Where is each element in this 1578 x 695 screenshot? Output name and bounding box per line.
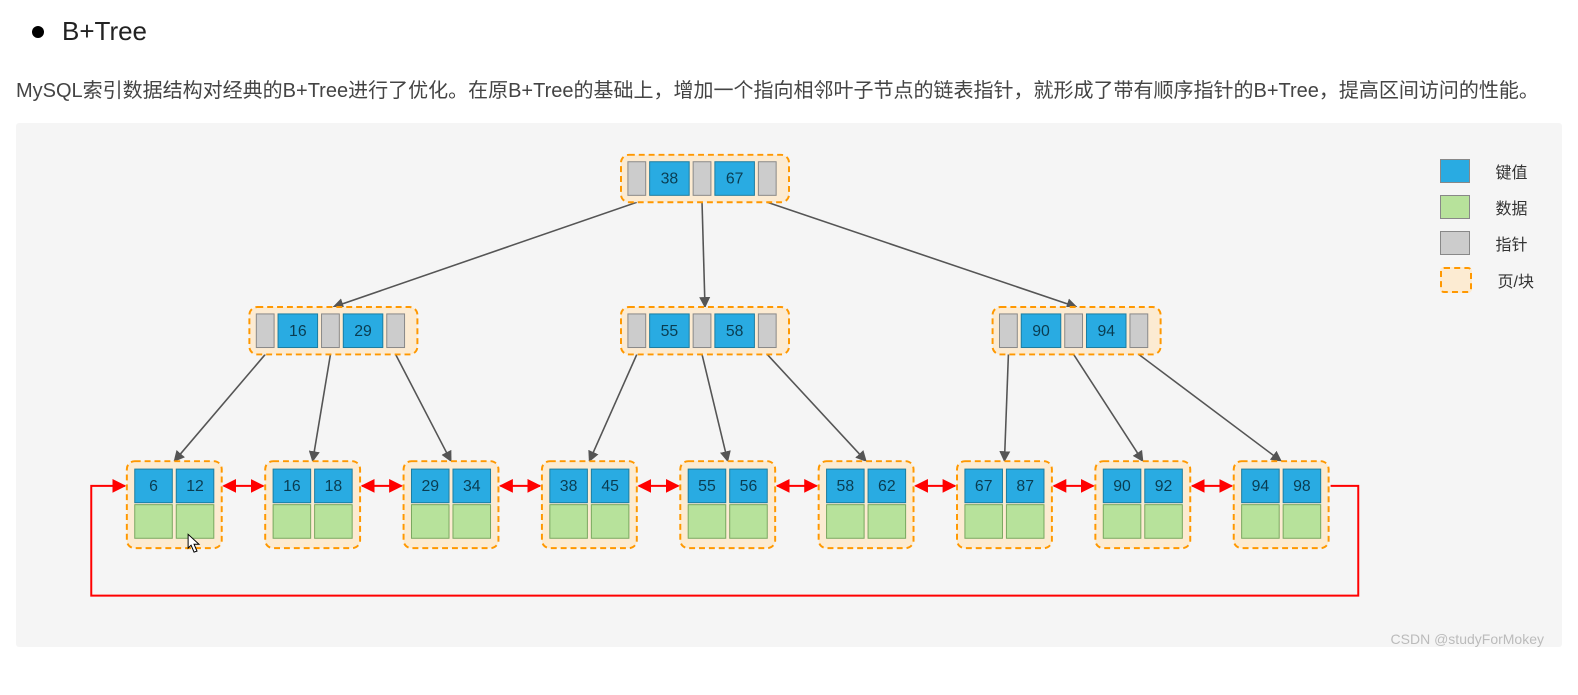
pointer-cell bbox=[387, 314, 405, 348]
leaf-data-cell bbox=[550, 505, 588, 539]
diagram-container: 38 67 16 29 55 58 90 94 6 12 16 18 29 34 38 45 55 56 58 62 6… bbox=[16, 123, 1562, 647]
leaf-data-cell bbox=[688, 505, 726, 539]
pointer-cell bbox=[758, 314, 776, 348]
leaf-key-value: 6 bbox=[149, 478, 158, 495]
leaf-key-value: 18 bbox=[325, 478, 343, 495]
key-value: 16 bbox=[289, 323, 307, 340]
legend-row: 页/块 bbox=[1440, 267, 1534, 293]
tree-edge bbox=[313, 354, 331, 461]
tree-edge bbox=[1074, 354, 1143, 461]
pointer-cell bbox=[693, 162, 711, 196]
leaf-key-value: 56 bbox=[740, 478, 758, 495]
leaf-data-cell bbox=[591, 505, 629, 539]
pointer-cell bbox=[256, 314, 274, 348]
leaf-key-value: 87 bbox=[1016, 478, 1034, 495]
legend: 键值数据指针页/块 bbox=[1440, 159, 1534, 305]
bullet-icon bbox=[32, 26, 44, 38]
leaf-data-cell bbox=[1283, 505, 1321, 539]
watermark: CSDN @studyForMokey bbox=[1391, 631, 1544, 647]
description-paragraph: MySQL索引数据结构对经典的B+Tree进行了优化。在原B+Tree的基础上，… bbox=[16, 71, 1562, 111]
legend-swatch-ptr bbox=[1440, 231, 1470, 255]
tree-edge bbox=[702, 354, 728, 461]
key-value: 29 bbox=[354, 323, 372, 340]
pointer-cell bbox=[693, 314, 711, 348]
leaf-data-cell bbox=[411, 505, 449, 539]
leaf-data-cell bbox=[135, 505, 173, 539]
leaf-key-value: 38 bbox=[560, 478, 578, 495]
leaf-key-value: 55 bbox=[698, 478, 716, 495]
tree-edge bbox=[174, 354, 265, 461]
key-value: 94 bbox=[1097, 323, 1115, 340]
tree-edge bbox=[702, 202, 705, 307]
key-value: 58 bbox=[726, 323, 744, 340]
leaf-data-cell bbox=[1145, 505, 1183, 539]
leaf-data-cell bbox=[1103, 505, 1141, 539]
pointer-cell bbox=[1130, 314, 1148, 348]
tree-edge bbox=[1004, 354, 1008, 461]
legend-label: 页/块 bbox=[1498, 268, 1534, 292]
pointer-cell bbox=[628, 314, 646, 348]
bplustree-diagram: 38 67 16 29 55 58 90 94 6 12 16 18 29 34 38 45 55 56 58 62 6… bbox=[28, 139, 1550, 643]
key-value: 67 bbox=[726, 171, 744, 188]
leaf-key-value: 45 bbox=[601, 478, 619, 495]
tree-edge bbox=[767, 354, 866, 461]
legend-swatch-page bbox=[1440, 267, 1472, 293]
pointer-cell bbox=[758, 162, 776, 196]
key-value: 38 bbox=[661, 171, 679, 188]
leaf-key-value: 67 bbox=[975, 478, 993, 495]
leaf-data-cell bbox=[273, 505, 311, 539]
tree-edge bbox=[333, 202, 636, 307]
leaf-key-value: 92 bbox=[1155, 478, 1173, 495]
legend-swatch-key bbox=[1440, 159, 1470, 183]
leaf-key-value: 58 bbox=[837, 478, 855, 495]
leaf-key-value: 34 bbox=[463, 478, 481, 495]
leaf-key-value: 12 bbox=[186, 478, 204, 495]
legend-row: 指针 bbox=[1440, 231, 1534, 255]
leaf-key-value: 90 bbox=[1113, 478, 1131, 495]
legend-label: 指针 bbox=[1496, 231, 1528, 255]
leaf-key-value: 98 bbox=[1293, 478, 1311, 495]
tree-edge bbox=[767, 202, 1076, 307]
leaf-data-cell bbox=[1242, 505, 1280, 539]
nodes-layer: 38 67 16 29 55 58 90 94 6 12 16 18 29 34 38 45 55 56 58 62 6… bbox=[127, 155, 1329, 552]
leaf-data-cell bbox=[730, 505, 768, 539]
leaf-key-value: 62 bbox=[878, 478, 896, 495]
legend-label: 数据 bbox=[1496, 195, 1528, 219]
leaf-data-cell bbox=[176, 505, 214, 539]
leaf-data-cell bbox=[315, 505, 353, 539]
legend-row: 键值 bbox=[1440, 159, 1534, 183]
leaf-key-value: 29 bbox=[421, 478, 439, 495]
leaf-data-cell bbox=[1006, 505, 1044, 539]
leaf-key-value: 94 bbox=[1252, 478, 1270, 495]
tree-edge bbox=[1139, 354, 1281, 461]
pointer-cell bbox=[628, 162, 646, 196]
leaf-data-cell bbox=[868, 505, 906, 539]
tree-edge bbox=[589, 354, 636, 461]
key-value: 55 bbox=[661, 323, 679, 340]
legend-label: 键值 bbox=[1496, 159, 1528, 183]
heading-row: B+Tree bbox=[32, 16, 1562, 47]
key-value: 90 bbox=[1032, 323, 1050, 340]
legend-swatch-data bbox=[1440, 195, 1470, 219]
pointer-cell bbox=[1065, 314, 1083, 348]
legend-row: 数据 bbox=[1440, 195, 1534, 219]
leaf-data-cell bbox=[827, 505, 865, 539]
heading-text: B+Tree bbox=[62, 16, 147, 47]
tree-edge bbox=[396, 354, 451, 461]
leaf-data-cell bbox=[453, 505, 491, 539]
pointer-cell bbox=[322, 314, 340, 348]
leaf-data-cell bbox=[965, 505, 1003, 539]
leaf-key-value: 16 bbox=[283, 478, 301, 495]
pointer-cell bbox=[1000, 314, 1018, 348]
